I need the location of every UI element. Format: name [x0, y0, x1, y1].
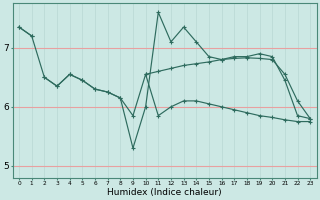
X-axis label: Humidex (Indice chaleur): Humidex (Indice chaleur) — [107, 188, 222, 197]
